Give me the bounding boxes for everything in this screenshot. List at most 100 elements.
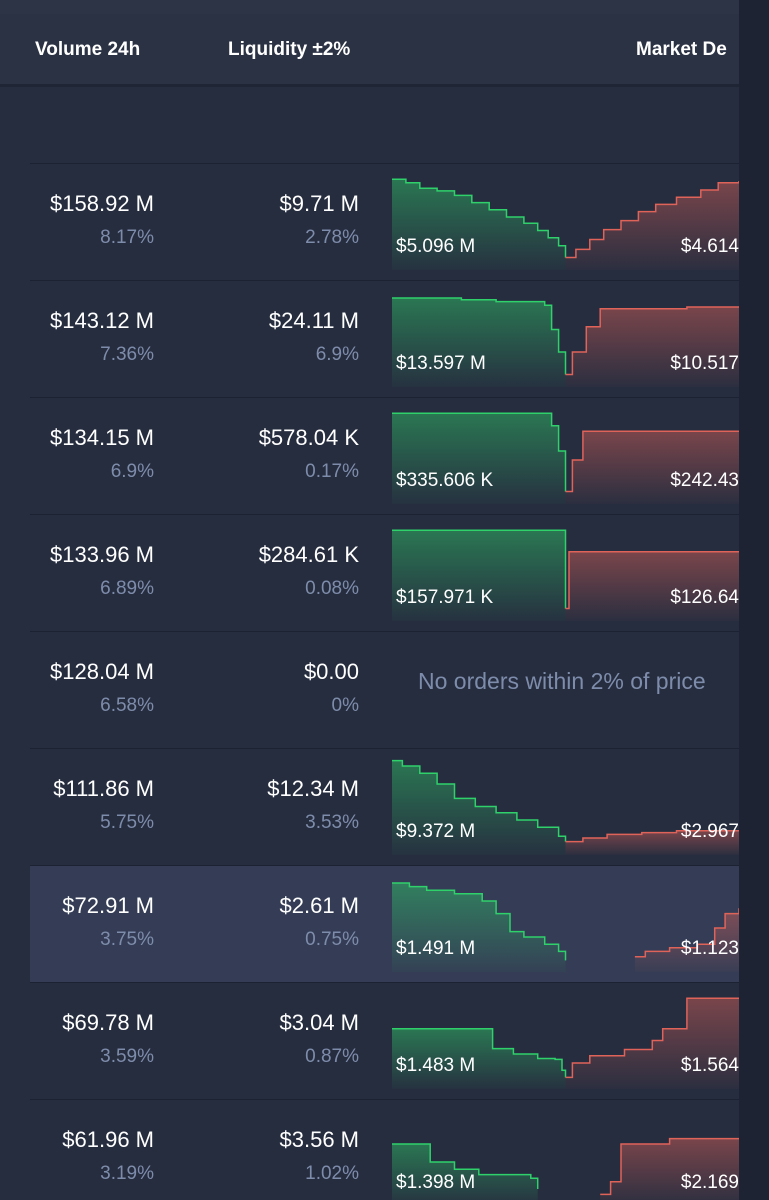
liquidity-percent: 2.78% <box>305 227 359 248</box>
ask-depth-line <box>565 997 739 1079</box>
ask-depth-label: $242.43 <box>670 470 739 491</box>
bid-depth-line <box>392 529 567 609</box>
volume-percent: 6.89% <box>100 578 154 599</box>
header-liquidity[interactable]: Liquidity ±2% <box>228 39 351 60</box>
bid-depth-area <box>392 298 566 387</box>
bid-depth-label: $13.597 M <box>396 353 486 374</box>
liquidity-value: $0.00 <box>303 659 359 684</box>
market-depth-chart[interactable]: $9.372 M $2.967 <box>392 749 739 866</box>
bid-depth-line <box>392 882 567 961</box>
table-row[interactable]: $133.96 M 6.89% $284.61 K 0.08% $157.971 K $1… <box>30 514 739 632</box>
ask-depth-line <box>565 551 739 610</box>
market-depth-chart[interactable]: $5.096 M $4.614 <box>392 164 739 281</box>
ask-depth-label: $1.564 <box>680 1055 739 1076</box>
volume-value: $134.15 M <box>50 425 154 450</box>
ask-depth-label: $10.517 <box>670 353 739 374</box>
ask-depth-line <box>565 830 739 843</box>
liquidity-value: $24.11 M <box>268 308 359 333</box>
ask-depth-area <box>565 307 739 387</box>
volume-percent: 7.36% <box>100 344 154 365</box>
volume-value: $72.91 M <box>62 893 154 918</box>
depth-chart-svg <box>392 759 739 855</box>
depth-chart-svg <box>392 529 739 621</box>
header-spacer <box>30 87 739 163</box>
liquidity-percent: 0.75% <box>305 929 359 950</box>
table-row[interactable]: $143.12 M 7.36% $24.11 M 6.9% $13.597 M $10.5… <box>30 280 739 398</box>
ask-depth-line <box>565 181 739 259</box>
bid-depth-line <box>392 297 567 375</box>
market-depth-chart[interactable]: $1.483 M $1.564 <box>392 983 739 1100</box>
liquidity-value: $578.04 K <box>258 425 359 450</box>
volume-percent: 3.19% <box>100 1163 154 1184</box>
liquidity-percent: 0.08% <box>305 578 359 599</box>
bid-depth-label: $9.372 M <box>396 821 476 842</box>
volume-value: $128.04 M <box>50 659 154 684</box>
table-header: Volume 24h Liquidity ±2% Market De <box>0 14 739 87</box>
ask-depth-area <box>565 998 739 1089</box>
table-row[interactable]: $69.78 M 3.59% $3.04 M 0.87% $1.483 M $1.564 <box>30 982 739 1100</box>
bid-depth-area <box>392 179 566 270</box>
header-volume-24h[interactable]: Volume 24h <box>35 39 141 60</box>
scroll-gutter[interactable] <box>739 0 769 1200</box>
table-row[interactable]: $61.96 M 3.19% $3.56 M 1.02% $1.398 M $2.169 <box>30 1099 739 1200</box>
volume-value: $143.12 M <box>50 308 154 333</box>
depth-chart-svg <box>392 412 739 504</box>
ask-depth-area <box>600 1138 739 1200</box>
no-orders-message: No orders within 2% of price <box>418 668 706 694</box>
ask-depth-line <box>565 306 739 376</box>
volume-percent: 3.75% <box>100 929 154 950</box>
market-depth-chart[interactable]: $335.606 K $242.43 <box>392 398 739 515</box>
liquidity-percent: 1.02% <box>305 1163 359 1184</box>
market-depth-chart[interactable]: $13.597 M $10.517 <box>392 281 739 398</box>
bid-depth-area <box>392 1144 538 1200</box>
depth-chart-svg <box>392 1137 739 1200</box>
liquidity-percent: 6.9% <box>315 344 359 365</box>
bid-depth-label: $1.483 M <box>396 1055 476 1076</box>
bid-depth-line <box>392 412 567 492</box>
bid-depth-area <box>392 1028 566 1089</box>
bid-depth-area <box>392 413 566 504</box>
ask-depth-label: $4.614 <box>680 236 739 257</box>
table-row[interactable]: $111.86 M 5.75% $12.34 M 3.53% $9.372 M $2.96… <box>30 748 739 866</box>
market-depth-chart[interactable]: $1.491 M $1.123 <box>392 866 739 983</box>
table-row[interactable]: $134.15 M 6.9% $578.04 K 0.17% $335.606 K $24… <box>30 397 739 515</box>
liquidity-value: $284.61 K <box>258 542 359 567</box>
volume-percent: 6.9% <box>110 461 154 482</box>
volume-value: $133.96 M <box>50 542 154 567</box>
market-depth-chart[interactable]: $1.398 M $2.169 <box>392 1100 739 1200</box>
bid-depth-label: $335.606 K <box>396 470 494 491</box>
bid-depth-line <box>392 178 567 258</box>
volume-value: $158.92 M <box>50 191 154 216</box>
liquidity-value: $9.71 M <box>279 191 360 216</box>
volume-value: $69.78 M <box>62 1010 154 1035</box>
bid-depth-label: $1.398 M <box>396 1172 476 1193</box>
bid-depth-label: $1.491 M <box>396 938 476 959</box>
ask-depth-line <box>565 430 739 493</box>
depth-chart-svg <box>392 997 739 1089</box>
volume-value: $111.86 M <box>53 776 154 801</box>
bid-depth-label: $5.096 M <box>396 236 476 257</box>
bid-depth-line <box>392 1143 539 1189</box>
ask-depth-line <box>634 908 739 958</box>
bid-depth-line <box>392 1028 567 1078</box>
ask-depth-area <box>565 181 739 270</box>
market-depth-chart[interactable]: No orders within 2% of price <box>392 632 739 749</box>
volume-percent: 3.59% <box>100 1046 154 1067</box>
table-row[interactable]: $128.04 M 6.58% $0.00 0% No orders within 2%… <box>30 631 739 749</box>
header-market-depth[interactable]: Market De <box>636 39 727 60</box>
liquidity-value: $12.34 M <box>267 776 359 801</box>
liquidity-value: $2.61 M <box>279 893 360 918</box>
table-row[interactable]: $72.91 M 3.75% $2.61 M 0.75% $1.491 M $1.123 <box>30 865 739 983</box>
bid-depth-line <box>392 759 567 842</box>
top-strip <box>0 0 739 14</box>
liquidity-percent: 0.17% <box>305 461 359 482</box>
table-row[interactable]: $158.92 M 8.17% $9.71 M 2.78% $5.096 M $4.614 <box>30 163 739 281</box>
market-depth-chart[interactable]: $157.971 K $126.64 <box>392 515 739 632</box>
liquidity-percent: 0.87% <box>305 1046 359 1067</box>
markets-table: Volume 24h Liquidity ±2% Market De $158.… <box>0 0 739 1200</box>
volume-value: $61.96 M <box>62 1127 154 1152</box>
volume-percent: 8.17% <box>100 227 154 248</box>
ask-depth-label: $2.967 <box>680 821 739 842</box>
ask-depth-label: $2.169 <box>680 1172 739 1193</box>
depth-chart-svg <box>392 297 739 387</box>
